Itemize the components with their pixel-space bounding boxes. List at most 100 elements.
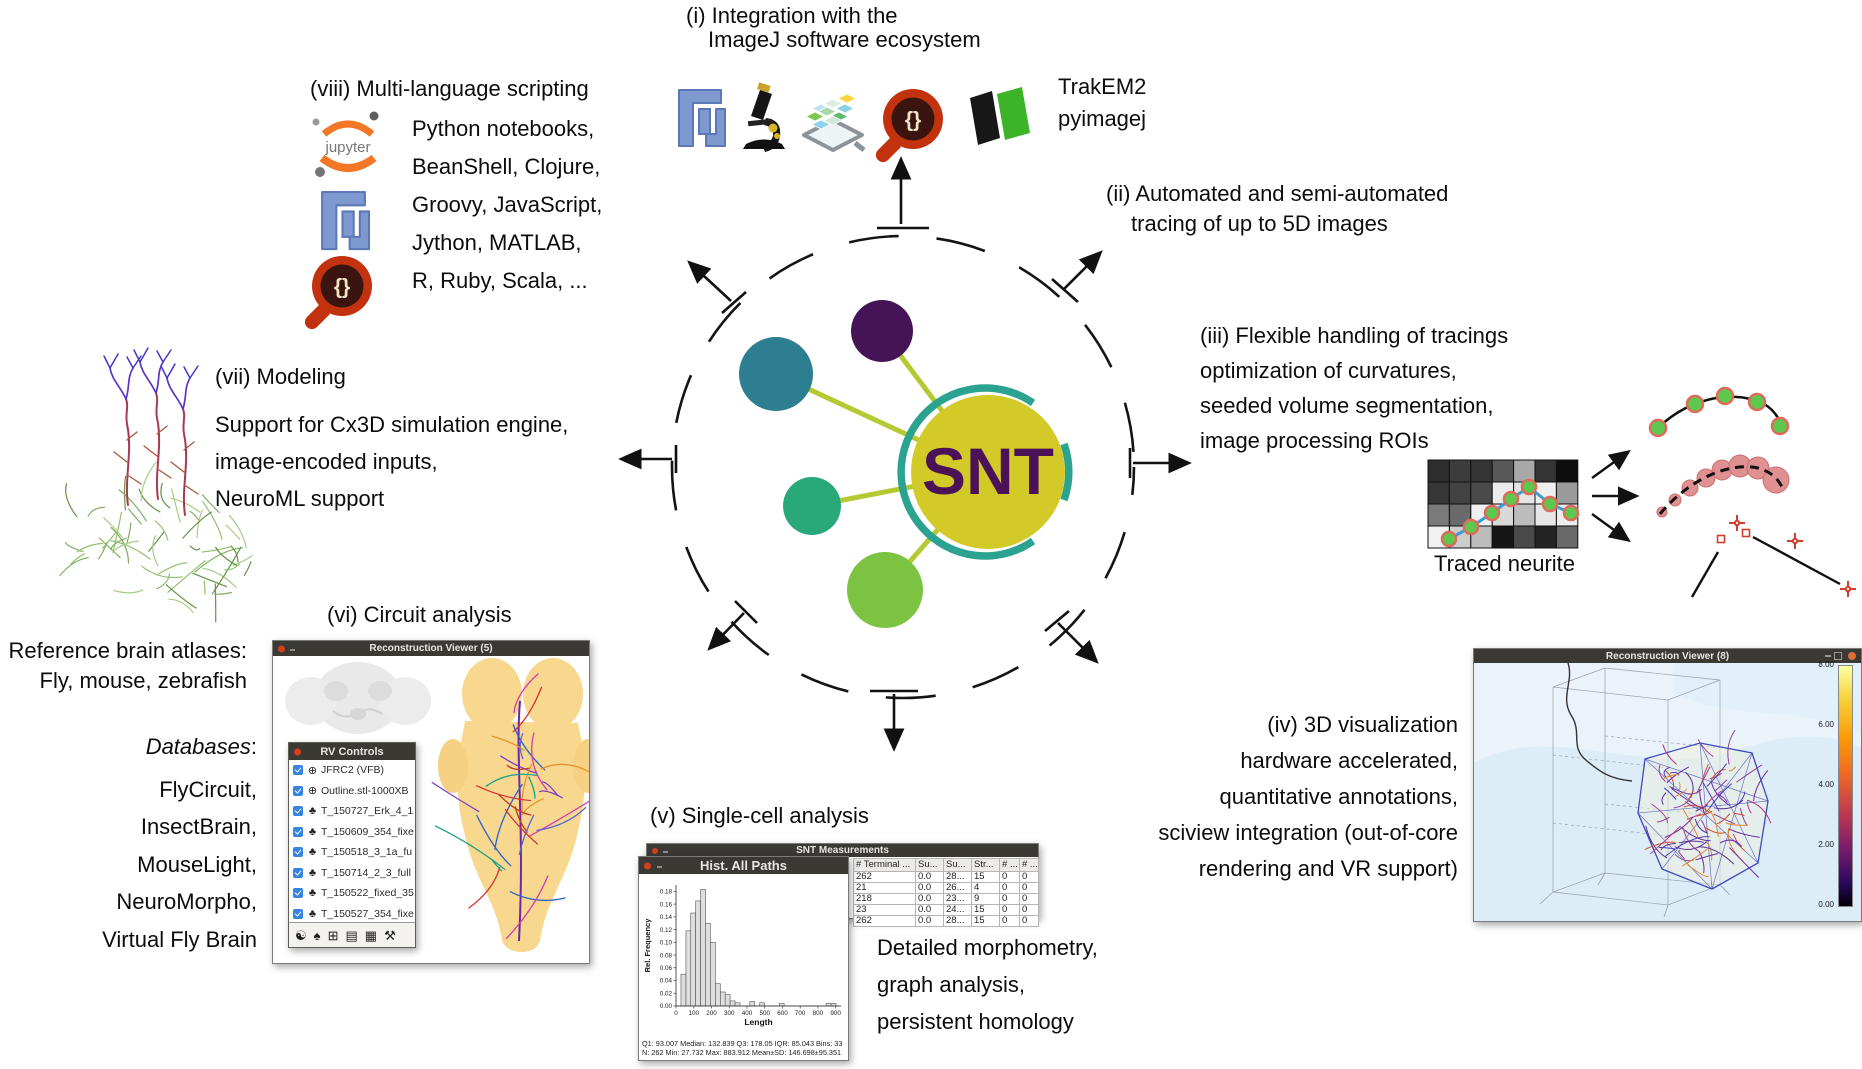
svg-text:200: 200 [706, 1010, 717, 1017]
svg-text:400: 400 [742, 1010, 753, 1017]
list-item-label: T_150714_2_3_full [321, 866, 411, 879]
box-icon[interactable]: ⊞ [327, 927, 339, 943]
checkbox[interactable] [293, 806, 303, 817]
list-item[interactable]: ♣ T_150522_fixed_35 [289, 883, 415, 904]
microscope-icon [743, 82, 785, 152]
feature-vi-atlases: Reference brain atlases: Fly, mouse, zebr… [0, 636, 247, 696]
imagej-icon [678, 89, 726, 147]
feature-viii-title: (viii) Multi-language scripting [310, 76, 589, 101]
window-titlebar[interactable]: Hist. All Paths [639, 857, 848, 874]
tracing-result-arrows [1591, 449, 1640, 543]
tree-icon: ♣ [308, 887, 317, 900]
text-line: Virtual Fly Brain [102, 926, 257, 952]
list-item[interactable]: ♣ T_150518_3_1a_fu [289, 842, 415, 863]
grid-icon[interactable]: ▦ [364, 927, 378, 943]
text-line: (iv) 3D visualization [1267, 712, 1458, 737]
text-line: image-encoded inputs, [215, 449, 438, 474]
text-line: InsectBrain, [140, 814, 257, 840]
svg-text:Rel. Frequency: Rel. Frequency [643, 918, 652, 973]
minimize-icon[interactable] [663, 850, 668, 853]
text-line: seeded volume segmentation, [1200, 393, 1494, 418]
svg-text:0.06: 0.06 [660, 965, 673, 972]
list-item[interactable]: ⊕ JFRC2 (VFB) [289, 760, 415, 781]
table-row: 262 0.0 28... 15 0 0 [854, 916, 1039, 927]
minimize-icon[interactable] [290, 648, 295, 651]
close-icon[interactable] [652, 847, 658, 854]
svg-text:900: 900 [830, 1010, 841, 1017]
text-line: rendering and VR support) [1198, 856, 1458, 881]
jupyter-label: jupyter [324, 139, 370, 156]
window-titlebar[interactable]: RV Controls [289, 743, 415, 760]
tree-icon: ♣ [308, 825, 317, 838]
list-item[interactable]: ♣ T_150714_2_3_full [289, 863, 415, 884]
close-icon[interactable] [644, 862, 651, 869]
close-icon[interactable] [294, 748, 301, 755]
fly-vnc-reconstruction [431, 658, 589, 952]
trakem2-icon [970, 87, 1030, 145]
text-line: persistent homology [877, 1009, 1074, 1034]
minimize-icon[interactable] [657, 865, 662, 868]
feature-vi-databases: FlyCircuit, InsectBrain, MouseLight, NeuroM… [0, 771, 257, 958]
maximize-icon[interactable] [1834, 652, 1842, 660]
list-item[interactable]: ⊕ Outline.stl-1000XB [289, 781, 415, 802]
feature-vi-databases-label: Databases: [145, 734, 257, 759]
reconstruction-viewer-8-window: Reconstruction Viewer (8) [1473, 648, 1862, 922]
table-row: 218 0.0 23... 9 0 0 [854, 894, 1039, 905]
checkbox[interactable] [293, 867, 303, 878]
checkbox[interactable] [293, 785, 303, 796]
measurements-table: # Terminal ... Su... Su... Str... # ... # ...… [853, 858, 1039, 927]
colorbar-label: 6.00 [1818, 720, 1834, 729]
text-line: Fly, mouse, zebrafish [39, 668, 247, 693]
checkbox[interactable] [293, 888, 303, 899]
list-item[interactable]: ♣ T_150609_354_fixe [289, 822, 415, 843]
feature-vii-text: Support for Cx3D simulation engine, image… [215, 406, 568, 517]
feature-vii-title: (vii) Modeling [215, 364, 346, 389]
text-line: Support for Cx3D simulation engine, [215, 412, 569, 437]
window-titlebar[interactable]: Reconstruction Viewer (8) [1474, 649, 1861, 663]
text-line: BeanShell, Clojure, [412, 154, 601, 179]
svg-text:800: 800 [813, 1010, 824, 1017]
table-header-row: # Terminal ... Su... Su... Str... # ... # ... [854, 859, 1039, 872]
colorbar-label: 4.00 [1818, 780, 1834, 789]
rv-controls-toolbar: ☯ ♠ ⊞ ▤ ▦ ⚒ [289, 922, 415, 947]
svg-text:0.14: 0.14 [660, 914, 673, 921]
minimize-icon[interactable] [1825, 655, 1831, 657]
masks-icon[interactable]: ☯ [295, 927, 307, 943]
text-line: (iii) Flexible handling of tracings [1200, 323, 1509, 348]
checkbox[interactable] [293, 765, 303, 776]
checkbox[interactable] [293, 847, 303, 858]
table-row: 262 0.0 28... 15 0 0 [854, 872, 1039, 883]
hist-all-paths-window: Hist. All Paths 0.00 0.02 0.04 0.06 0.08 0.10… [638, 856, 849, 1061]
colorbar-label: 0.00 [1818, 900, 1834, 909]
feature-v-text: Detailed morphometry, graph analysis, pers… [877, 929, 1098, 1040]
hub-node-purple [851, 300, 913, 362]
tree-icon[interactable]: ♠ [313, 927, 321, 943]
close-icon[interactable] [278, 645, 285, 652]
text-line: NeuroML support [215, 486, 385, 511]
snt-logo-text: SNT [922, 434, 1054, 508]
text-line: FlyCircuit, [159, 777, 257, 802]
traced-neurite-caption: Traced neurite [1434, 551, 1576, 576]
list-item[interactable]: ♣ T_150527_354_fixe [289, 904, 415, 924]
imagej-icon [321, 191, 371, 251]
window-titlebar[interactable]: SNT Measurements [647, 844, 1038, 857]
dashed-hub-circle [670, 234, 1136, 700]
arrow-northeast [1063, 250, 1103, 290]
text-line: sciview integration (out-of-core [1158, 820, 1458, 845]
script-editor-icon: {} [875, 89, 943, 163]
wrench-icon[interactable]: ⚒ [384, 927, 396, 943]
feature-i-title-line1: (i) Integration with the [686, 3, 898, 28]
tree-icon: ♣ [308, 907, 317, 920]
stack-icon[interactable]: ▤ [345, 927, 358, 943]
text-line: NeuroMorpho, [116, 889, 257, 915]
list-item[interactable]: ♣ T_150727_Erk_4_1 [289, 801, 415, 822]
checkbox[interactable] [293, 826, 303, 837]
databases-word: Databases [145, 734, 251, 759]
window-titlebar[interactable]: Reconstruction Viewer (5) [273, 641, 589, 656]
close-icon[interactable] [1848, 652, 1856, 660]
text-line: Jython, MATLAB, [412, 230, 582, 255]
checkbox[interactable] [293, 908, 303, 919]
text-line: Detailed morphometry, [877, 935, 1098, 960]
text-line: optimization of curvatures, [1200, 358, 1457, 383]
